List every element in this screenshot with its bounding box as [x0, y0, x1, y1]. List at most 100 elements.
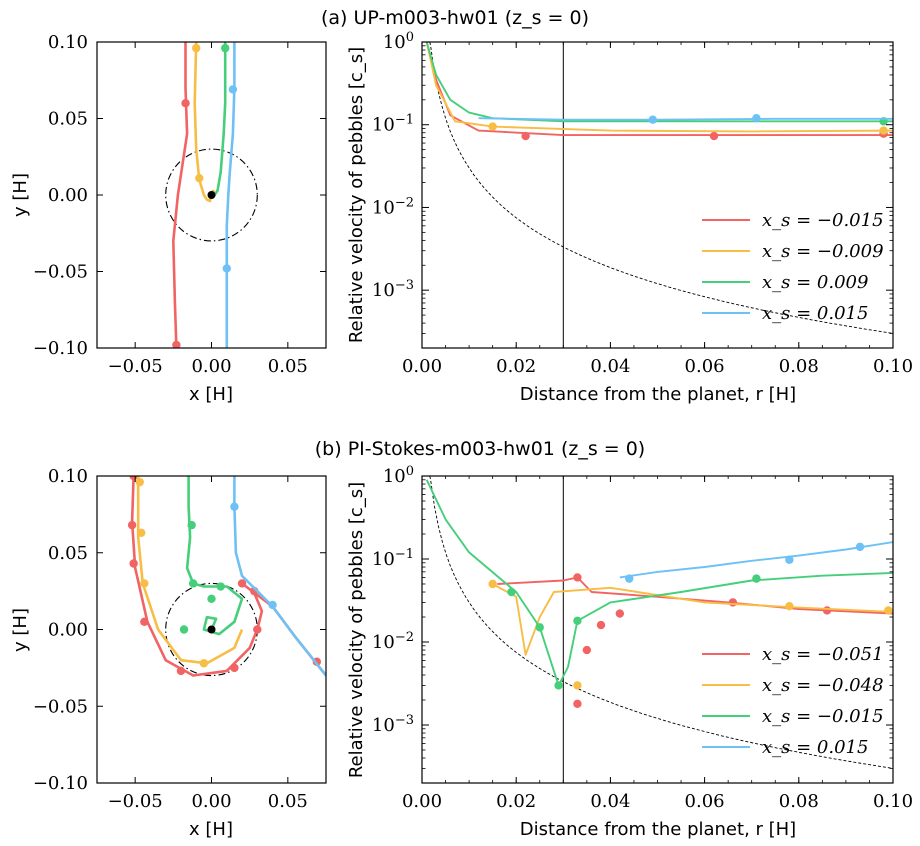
- velocity-marker-green: [573, 616, 582, 626]
- trajectory-marker-green: [221, 43, 230, 53]
- trajectory-marker-green: [179, 625, 189, 634]
- trajectory-line-green: [185, 476, 244, 636]
- panel-a-vel-xlabel: Distance from the planet, r [H]: [520, 384, 796, 405]
- trajectory-marker-green: [207, 594, 216, 603]
- velocity-marker-blue: [625, 574, 634, 583]
- x-tick-label: 0.04: [590, 791, 630, 812]
- trajectory-marker-red: [230, 663, 239, 673]
- trajectory-marker-blue: [222, 264, 231, 273]
- trajectory-marker-blue: [230, 502, 239, 511]
- trajectory-marker-orange: [195, 173, 204, 183]
- velocity-line-blue: [619, 541, 893, 579]
- trajectory-line-orange: [136, 476, 244, 665]
- velocity-marker-red: [615, 609, 625, 618]
- y-tick-label: 10−3: [372, 713, 414, 736]
- panel-b-title: (b) PI-Stokes-m003-hw01 (z_s = 0): [315, 438, 645, 460]
- velocity-line-green: [425, 479, 893, 687]
- y-tick-label: 10−2: [372, 630, 414, 653]
- x-tick-label: 0.08: [779, 356, 819, 377]
- trajectory-line-green: [211, 42, 227, 197]
- x-tick-label: −0.05: [108, 791, 163, 812]
- velocity-marker-red: [728, 598, 738, 607]
- velocity-marker-red: [573, 573, 582, 582]
- legend-label: x_s = −0.015: [762, 210, 884, 231]
- reference-curve: [429, 42, 893, 334]
- x-tick-label: 0.00: [402, 356, 442, 377]
- trajectory-marker-red: [140, 617, 149, 627]
- vel-data-b: [425, 476, 893, 783]
- y-tick-label: 100: [383, 464, 414, 487]
- panel-a-traj-xlabel: x [H]: [189, 384, 233, 405]
- y-tick-label: 0.10: [48, 466, 88, 487]
- velocity-marker-green: [535, 623, 544, 632]
- trajectory-marker-green: [187, 520, 196, 530]
- trajectory-line-blue: [233, 476, 326, 677]
- planet-marker: [207, 625, 216, 634]
- panel-a-traj-ylabel: y [H]: [10, 173, 31, 217]
- x-tick-label: −0.05: [108, 356, 163, 377]
- planet-marker: [207, 191, 216, 199]
- velocity-marker-orange: [785, 601, 794, 611]
- velocity-marker-blue: [855, 542, 865, 552]
- legend-label: x_s = 0.015: [762, 737, 868, 758]
- trajectory-line-blue: [225, 42, 236, 348]
- legend-label: x_s = −0.009: [762, 241, 884, 262]
- trajectory-marker-blue: [228, 85, 238, 94]
- velocity-marker-blue: [785, 555, 794, 564]
- panel-b-traj-xlabel: x [H]: [189, 819, 233, 840]
- trajectory-marker-orange: [135, 477, 144, 487]
- legend-label: x_s = −0.051: [762, 644, 884, 665]
- velocity-marker-red: [709, 131, 719, 141]
- y-tick-label: 10−3: [372, 278, 414, 301]
- x-tick-label: 0.05: [268, 791, 308, 812]
- legend-label: x_s = −0.048: [762, 675, 884, 696]
- velocity-line-green: [425, 42, 893, 123]
- y-tick-label: −0.10: [33, 338, 88, 359]
- panel-b-traj-ylabel: y [H]: [10, 608, 31, 652]
- x-tick-label: 0.06: [685, 791, 725, 812]
- y-tick-label: 0.05: [48, 543, 88, 564]
- x-tick-label: 0.02: [496, 791, 536, 812]
- y-tick-label: 0.10: [48, 32, 88, 53]
- y-tick-label: 0.05: [48, 109, 88, 130]
- panel-a-title: (a) UP-m003-hw01 (z_s = 0): [321, 7, 589, 29]
- velocity-marker-blue: [648, 115, 657, 124]
- plot-layer: −0.05 0.00 0.05 0.10 0.05 0.00 −0.05 −0.10 0.00 0…: [33, 30, 913, 812]
- velocity-marker-red: [596, 620, 606, 630]
- trajectory-marker-red: [129, 476, 138, 481]
- velocity-marker-orange: [573, 681, 582, 690]
- trajectory-marker-orange: [140, 579, 149, 588]
- velocity-marker-blue: [752, 113, 761, 123]
- trajectory-marker-red: [181, 99, 190, 108]
- y-tick-label: −0.05: [33, 262, 88, 283]
- y-tick-label: −0.10: [33, 773, 88, 794]
- velocity-marker-orange: [884, 606, 893, 615]
- trajectory-marker-orange: [192, 43, 201, 53]
- velocity-line-red: [497, 576, 893, 615]
- trajectory-marker-blue: [268, 600, 277, 610]
- y-tick-label: 10−1: [372, 113, 414, 136]
- trajectory-line-red: [130, 476, 326, 677]
- x-tick-label: 0.00: [402, 791, 442, 812]
- legend-label: x_s = 0.009: [762, 272, 868, 293]
- legend-label: x_s = −0.015: [762, 706, 884, 727]
- trajectory-marker-green: [216, 582, 225, 591]
- velocity-marker-green: [507, 587, 516, 597]
- panel-b-vel-ylabel: Relative velocity of pebbles [c_s]: [346, 482, 367, 778]
- y-tick-label: 10−1: [372, 547, 414, 570]
- velocity-marker-red: [521, 131, 530, 141]
- x-tick-label: 0.00: [191, 791, 231, 812]
- x-tick-label: 0.10: [873, 356, 913, 377]
- trajectory-marker-green: [188, 579, 198, 588]
- velocity-line-red: [425, 42, 893, 137]
- x-tick-label: 0.08: [779, 791, 819, 812]
- y-tick-label: 10−2: [372, 195, 414, 218]
- trajectory-marker-red: [176, 666, 186, 676]
- x-tick-label: 0.00: [191, 356, 231, 377]
- velocity-marker-orange: [488, 579, 497, 589]
- legend-label: x_s = 0.015: [762, 303, 868, 324]
- trajectory-marker-orange: [199, 659, 209, 668]
- panel-b-vel-xlabel: Distance from the planet, r [H]: [520, 819, 796, 840]
- trajectory-marker-red: [253, 625, 262, 634]
